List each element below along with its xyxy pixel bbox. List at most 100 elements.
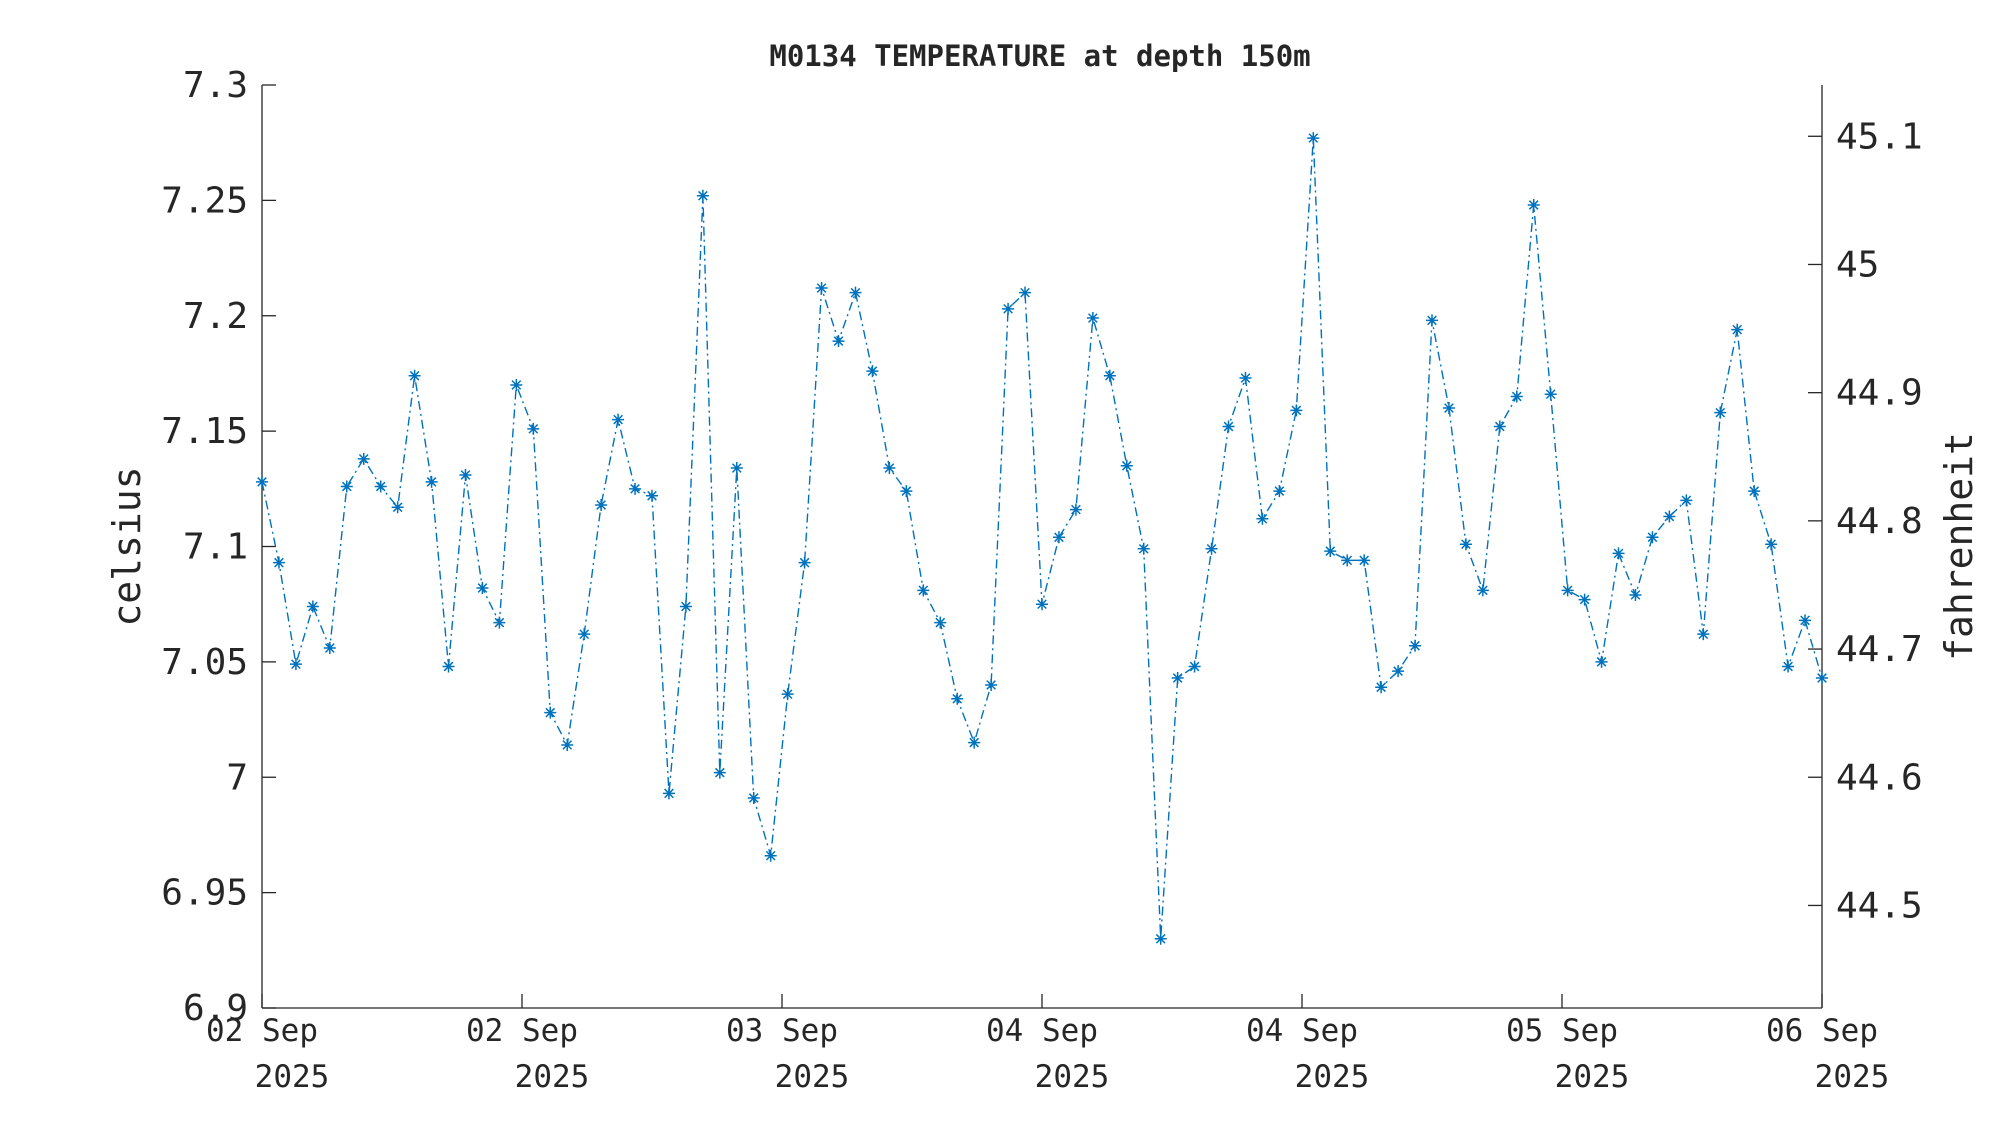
y2-tick-label: 44.5 <box>1836 885 1923 926</box>
data-point-marker <box>968 736 981 749</box>
data-point-marker <box>272 556 285 569</box>
data-point-marker <box>1341 554 1354 567</box>
data-point-marker <box>1510 390 1523 403</box>
data-point-marker <box>1544 388 1557 401</box>
right-y-axis-ticks: 44.5 44.6 44.7 44.8 44.9 45 45.1 <box>1808 116 1923 926</box>
x-tick-label-date: 04 Sep <box>1246 1013 1358 1049</box>
data-point-marker <box>1019 286 1032 299</box>
data-point-marker <box>1595 655 1608 668</box>
data-point-marker <box>849 286 862 299</box>
data-point-marker <box>934 616 947 629</box>
data-point-marker <box>1171 672 1184 685</box>
data-point-marker <box>1680 494 1693 507</box>
data-point-marker <box>1273 485 1286 498</box>
y-tick-label: 7.3 <box>183 65 248 106</box>
data-point-marker <box>357 452 370 465</box>
data-point-marker <box>696 189 709 202</box>
data-point-marker <box>527 422 540 435</box>
y-tick-label: 7.05 <box>161 642 248 683</box>
data-point-marker <box>1731 323 1744 336</box>
x-tick-label-date: 06 Sep <box>1766 1013 1878 1049</box>
data-point-marker <box>1103 369 1116 382</box>
data-point-marker <box>1765 538 1778 551</box>
data-point-marker <box>917 584 930 597</box>
data-point-marker <box>1476 584 1489 597</box>
data-point-marker <box>493 616 506 629</box>
data-point-marker <box>1646 531 1659 544</box>
data-point-marker <box>1188 660 1201 673</box>
y-tick-label: 6.9 <box>183 988 248 1029</box>
data-point-marker <box>391 501 404 514</box>
series-line <box>261 138 1823 939</box>
data-point-marker <box>1120 459 1133 472</box>
data-point-marker <box>561 738 574 751</box>
data-point-marker <box>408 369 421 382</box>
data-point-marker <box>1358 554 1371 567</box>
y-tick-label: 7.1 <box>183 527 248 568</box>
data-point-marker <box>1442 402 1455 415</box>
left-y-axis-label: celsius <box>105 466 149 626</box>
data-point-marker <box>1493 420 1506 433</box>
data-point-marker <box>1697 628 1710 641</box>
data-point-marker <box>1036 598 1048 611</box>
data-point-marker <box>764 849 777 862</box>
data-point-marker <box>1290 404 1303 417</box>
temperature-series <box>256 132 1828 945</box>
data-point-marker <box>459 468 472 481</box>
data-point-marker <box>1239 372 1252 385</box>
data-point-marker <box>900 485 913 498</box>
data-point-marker <box>713 766 726 779</box>
chart-title: M0134 TEMPERATURE at depth 150m <box>769 39 1310 73</box>
data-point-marker <box>629 482 642 495</box>
data-point-marker <box>578 628 591 641</box>
data-point-marker <box>476 582 489 595</box>
y2-tick-label: 44.6 <box>1836 757 1923 798</box>
data-point-marker <box>1392 665 1405 678</box>
data-point-marker <box>1714 406 1727 419</box>
data-point-marker <box>1409 639 1422 652</box>
data-point-marker <box>747 792 760 805</box>
data-point-marker <box>1002 302 1015 315</box>
data-point-marker <box>1375 681 1388 694</box>
data-point-marker <box>1052 531 1065 544</box>
data-point-marker <box>985 678 998 691</box>
data-point-marker <box>289 658 302 671</box>
data-point-marker <box>1137 542 1150 555</box>
data-point-marker <box>781 688 794 701</box>
data-point-marker <box>866 365 879 378</box>
data-point-marker <box>883 462 896 475</box>
data-point-marker <box>815 282 828 295</box>
x-tick-label-date: 03 Sep <box>726 1013 838 1049</box>
x-tick-label-year: 2025 <box>515 1059 590 1095</box>
data-point-marker <box>646 489 658 502</box>
y2-tick-label: 44.8 <box>1836 501 1923 542</box>
x-tick-label-year: 2025 <box>1555 1059 1630 1095</box>
y-tick-label: 6.95 <box>161 873 248 914</box>
x-tick-label-year: 2025 <box>1295 1059 1370 1095</box>
data-point-marker <box>1663 510 1676 523</box>
y2-tick-label: 44.7 <box>1836 629 1923 670</box>
data-point-marker <box>442 660 455 673</box>
data-point-marker <box>1748 485 1761 498</box>
data-point-marker <box>1527 198 1540 211</box>
data-point-marker <box>951 692 964 705</box>
data-point-marker <box>544 706 557 719</box>
data-point-marker <box>612 413 625 426</box>
data-point-marker <box>1816 672 1828 685</box>
y-tick-label: 7.25 <box>161 180 248 221</box>
x-tick-label-year: 2025 <box>775 1059 850 1095</box>
data-point-marker <box>662 787 675 800</box>
data-point-marker <box>1324 545 1337 558</box>
data-point-marker <box>1459 538 1472 551</box>
y-tick-label: 7 <box>226 757 248 798</box>
y2-tick-label: 45.1 <box>1836 116 1923 157</box>
data-point-marker <box>323 642 336 655</box>
data-point-marker <box>798 556 811 569</box>
data-point-marker <box>1782 660 1795 673</box>
data-point-marker <box>679 600 692 613</box>
data-point-marker <box>1307 132 1320 145</box>
data-point-marker <box>1256 512 1269 525</box>
left-y-axis-ticks: 6.9 6.95 7 7.05 7.1 7.15 7.2 7.25 7.3 <box>161 65 276 1029</box>
data-point-marker <box>1799 614 1812 627</box>
